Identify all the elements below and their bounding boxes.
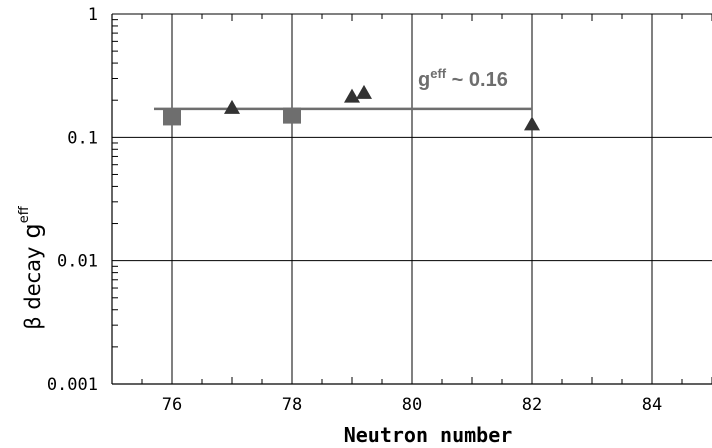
grid-lines bbox=[112, 13, 712, 385]
y-axis-title-main: β decay bbox=[21, 247, 45, 330]
data-markers bbox=[163, 84, 540, 131]
y-axis-title-symbol: g bbox=[18, 223, 46, 238]
triangle-marker bbox=[356, 84, 372, 99]
triangle-marker bbox=[224, 99, 240, 114]
axis-ticks bbox=[112, 14, 712, 384]
annotation-label: geff ~ 0.16 bbox=[418, 66, 508, 91]
x-tick-label: 82 bbox=[522, 395, 542, 415]
y-tick-label: 0.01 bbox=[57, 252, 98, 272]
x-tick-label: 76 bbox=[162, 395, 182, 415]
y-axis-title-sup: eff bbox=[17, 205, 32, 223]
x-tick-label: 78 bbox=[282, 395, 302, 415]
y-tick-label: 1 bbox=[88, 5, 98, 25]
square-marker bbox=[283, 107, 301, 124]
y-tick-labels: 0.001 0.01 0.1 1 bbox=[47, 5, 98, 395]
triangle-marker bbox=[344, 88, 360, 103]
y-tick-label: 0.1 bbox=[67, 128, 98, 148]
triangle-marker bbox=[524, 116, 540, 131]
x-tick-label: 80 bbox=[402, 395, 422, 415]
svg-text:β decaygeff: β decay geff bbox=[17, 205, 46, 329]
x-tick-label: 84 bbox=[642, 395, 662, 415]
square-marker bbox=[163, 109, 181, 126]
x-axis-title: Neutron number bbox=[344, 423, 513, 447]
y-tick-label: 0.001 bbox=[47, 375, 98, 395]
y-axis-title: β decay geff bbox=[17, 205, 46, 329]
x-tick-labels: 76 78 80 82 84 bbox=[162, 395, 662, 415]
